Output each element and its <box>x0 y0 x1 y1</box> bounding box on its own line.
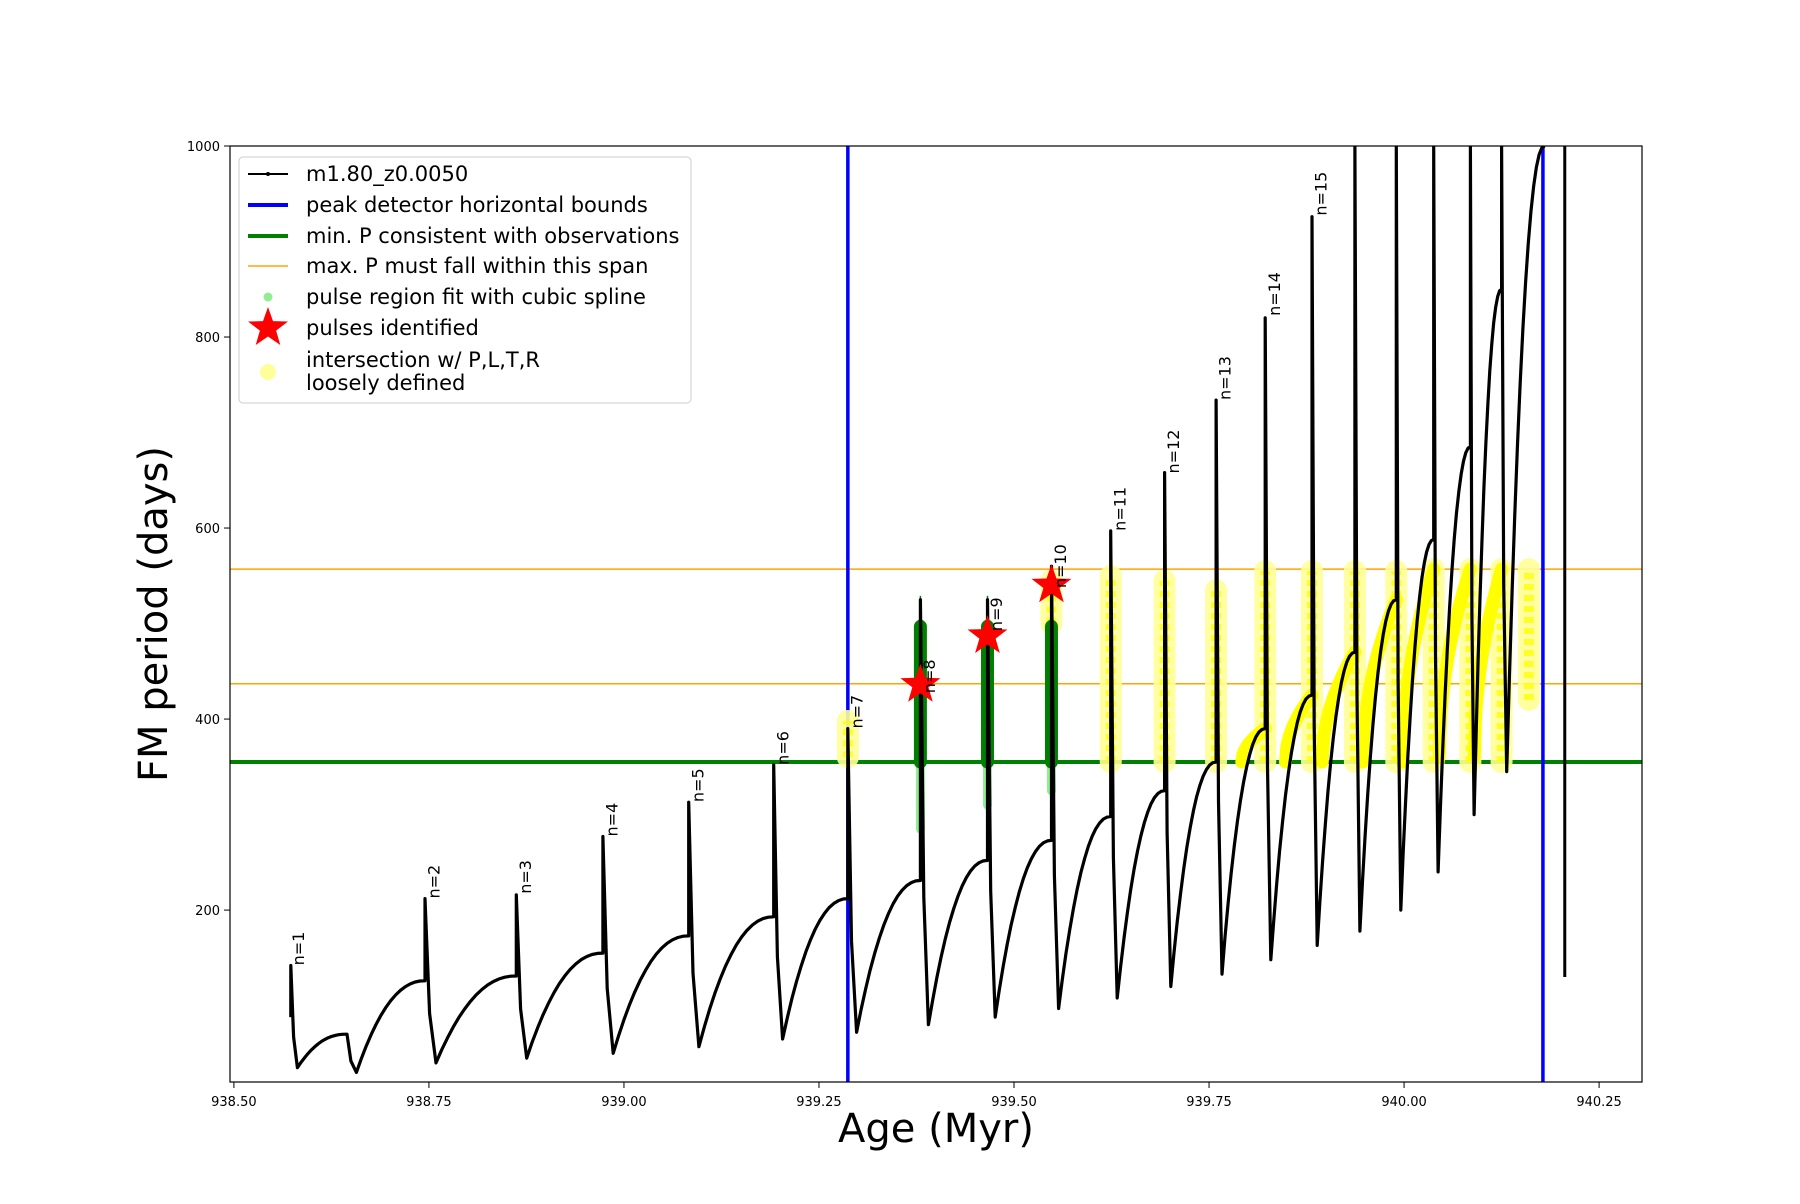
loose-arc-3 <box>1315 645 1362 769</box>
legend-box <box>238 156 692 404</box>
y-tick-label-3: 600 <box>195 522 220 537</box>
x-tick-label-8: 940.25 <box>1576 1095 1622 1110</box>
pulse-label-1: n=1 <box>289 932 308 966</box>
pulse-label-13: n=13 <box>1216 356 1235 400</box>
y-tick-label-2: 400 <box>195 713 220 728</box>
x-tick-label-6: 939.75 <box>1186 1095 1232 1110</box>
pulse-label-4: n=4 <box>602 803 621 837</box>
pulse-label-10: n=10 <box>1051 544 1070 588</box>
x-tick-label-7: 940.00 <box>1381 1095 1427 1110</box>
plot-frame <box>229 145 1643 1083</box>
x-tick-label-1: 938.50 <box>211 1095 257 1110</box>
pulse-label-7: n=7 <box>847 695 866 729</box>
legend-label-3: min. P consistent with observations <box>306 224 679 248</box>
pulse-label-5: n=5 <box>688 768 707 802</box>
pulse-label-14: n=14 <box>1265 272 1284 316</box>
loose-arc-4 <box>1356 593 1403 769</box>
pulse-label-9: n=9 <box>987 597 1006 631</box>
y-tick-label-1: 200 <box>195 904 220 919</box>
pulse-label-12: n=12 <box>1164 430 1183 474</box>
legend-label-7-line-1: intersection w/ P,L,T,R <box>306 348 540 372</box>
legend-label-4: max. P must fall within this span <box>306 254 648 278</box>
legend-handle-5 <box>263 292 273 302</box>
legend-handle-7 <box>260 364 276 380</box>
pulse-label-11: n=11 <box>1110 487 1129 531</box>
legend-handle-1-marker <box>266 172 270 176</box>
legend-label-6: pulses identified <box>306 316 479 340</box>
legend-label-7-line-2: loosely defined <box>306 371 465 395</box>
pulse-label-3: n=3 <box>516 860 535 894</box>
legend-handle-6 <box>248 307 288 345</box>
pulse-star-2 <box>967 615 1008 653</box>
pulse-label-6: n=6 <box>773 731 792 765</box>
y-tick-label-5: 1000 <box>187 140 220 155</box>
y-tick-label-4: 800 <box>195 331 220 346</box>
y-axis-title: FM period (days) <box>131 446 177 782</box>
x-tick-label-4: 939.25 <box>796 1095 842 1110</box>
x-tick-label-2: 938.75 <box>406 1095 452 1110</box>
model-series-line <box>289 146 1546 1074</box>
x-tick-label-5: 939.50 <box>991 1095 1037 1110</box>
pulse-star-3 <box>1031 564 1072 603</box>
pulse-label-15: n=15 <box>1312 172 1331 216</box>
pulse-star-1 <box>900 663 941 702</box>
legend-label-1: m1.80_z0.0050 <box>306 162 468 187</box>
x-axis-title: Age (Myr) <box>838 1106 1034 1152</box>
x-tick-label-3: 939.00 <box>601 1095 647 1110</box>
legend-label-2: peak detector horizontal bounds <box>306 193 648 217</box>
pulse-label-8: n=8 <box>920 659 939 693</box>
legend-label-5: pulse region fit with cubic spline <box>306 285 646 309</box>
pulse-label-2: n=2 <box>425 865 444 899</box>
